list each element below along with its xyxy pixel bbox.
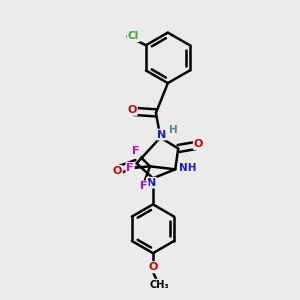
Text: O: O (112, 166, 122, 176)
Text: F: F (140, 181, 148, 191)
Text: F: F (126, 163, 134, 173)
Text: F: F (132, 146, 140, 157)
Text: CH₃: CH₃ (150, 280, 169, 290)
Text: N: N (147, 178, 156, 188)
Text: O: O (194, 139, 203, 149)
Text: N: N (157, 130, 167, 140)
Text: Cl: Cl (128, 31, 139, 41)
Text: O: O (148, 262, 158, 272)
Text: H: H (169, 125, 177, 135)
Text: O: O (128, 105, 137, 115)
Text: NH: NH (179, 163, 196, 173)
